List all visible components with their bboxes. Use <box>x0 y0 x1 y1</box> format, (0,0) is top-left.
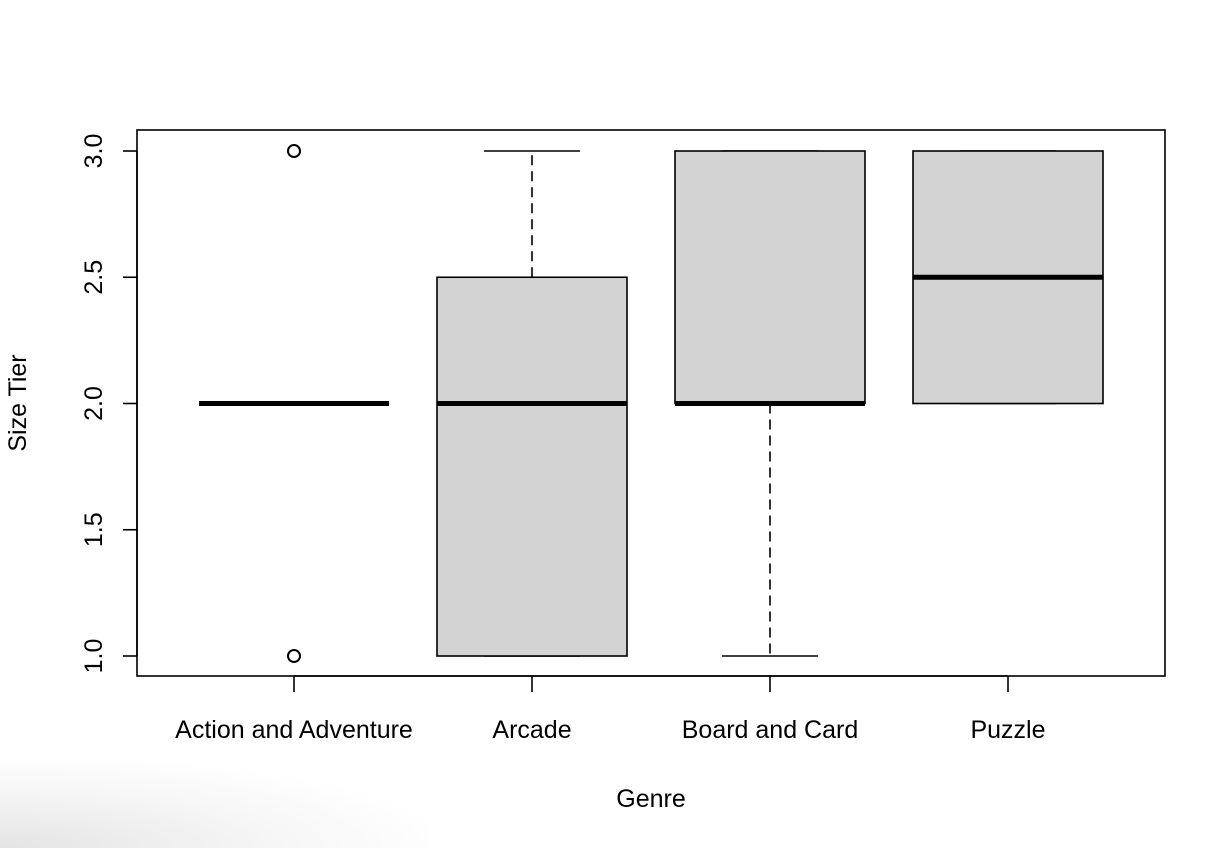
box-group <box>912 150 1104 405</box>
y-tick-label: 2.0 <box>80 386 108 421</box>
outlier-point <box>287 649 301 663</box>
y-tick-label: 3.0 <box>80 134 108 169</box>
box-body <box>674 150 866 405</box>
outlier-point <box>287 144 301 158</box>
box-body <box>436 276 628 657</box>
y-tick-label: 1.0 <box>80 639 108 674</box>
y-tick-label: 1.5 <box>80 512 108 547</box>
y-tick-label: 2.5 <box>80 260 108 295</box>
x-axis-title: Genre <box>616 785 685 813</box>
plot-marks <box>199 144 1104 663</box>
y-axis-title: Size Tier <box>4 354 32 451</box>
x-axis: Action and Adventure Arcade Board and Card… <box>175 675 1046 744</box>
x-tick-label: Action and Adventure <box>175 716 413 744</box>
x-tick-label: Arcade <box>492 716 571 744</box>
box-group <box>199 144 389 663</box>
x-tick-label: Board and Card <box>682 716 859 744</box>
box-group <box>436 150 628 657</box>
box-group <box>674 150 866 657</box>
x-tick-label: Puzzle <box>970 716 1045 744</box>
y-axis: 1.0 1.5 2.0 2.5 3.0 <box>80 134 138 674</box>
